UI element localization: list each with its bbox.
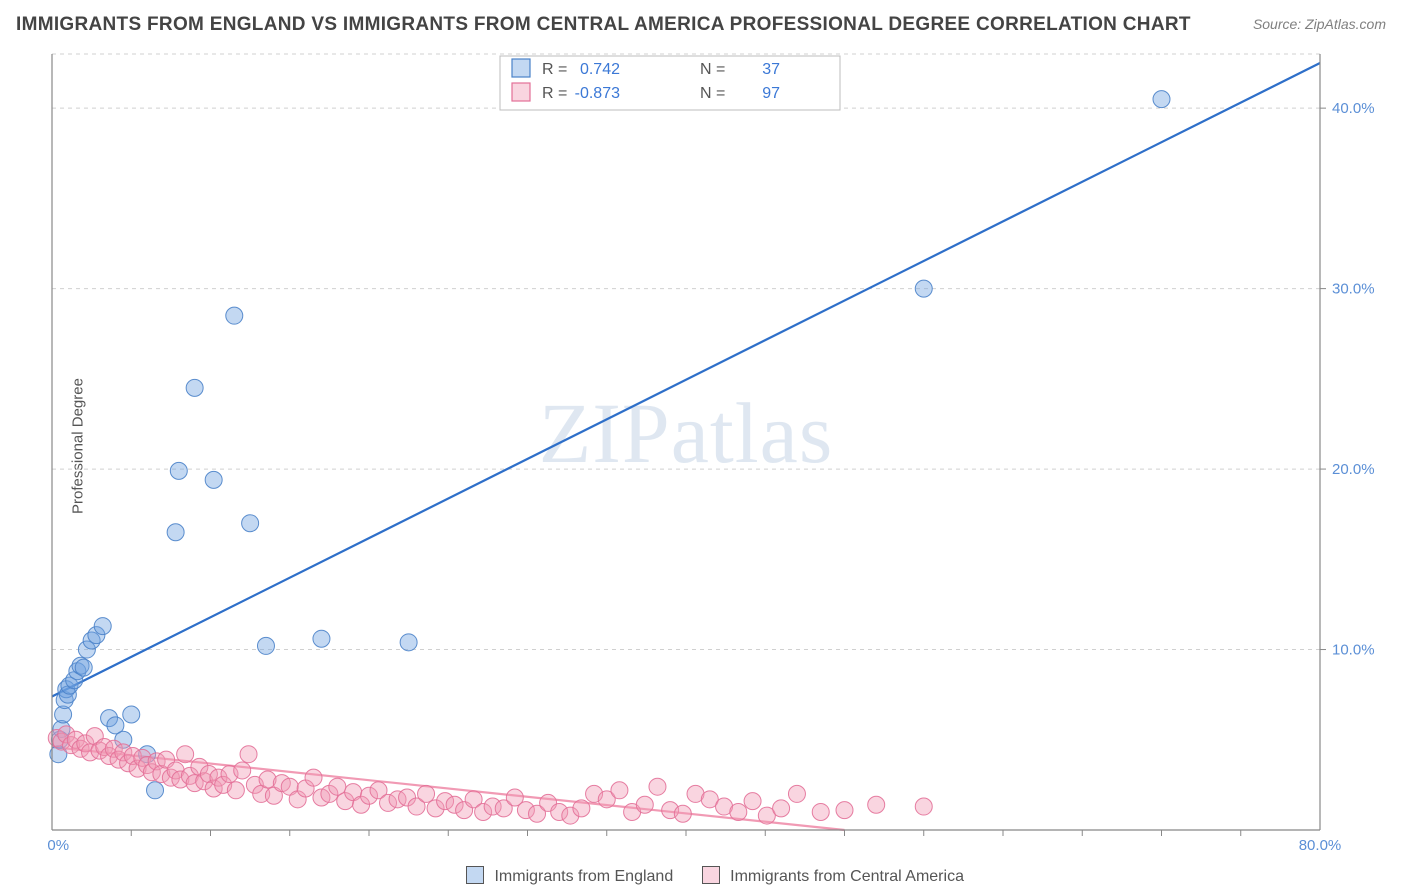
svg-text:N =: N = [700,85,725,102]
svg-text:30.0%: 30.0% [1332,281,1375,298]
svg-text:R =: R = [542,85,567,102]
legend-label-england: Immigrants from England [494,868,673,885]
chart-area: ZIPatlas 0.0% 80.0% 10.0% 20.0% 30.0% 40.0% R =… [46,48,1390,852]
svg-text:-0.873: -0.873 [575,85,620,102]
svg-text:40.0%: 40.0% [1332,100,1375,117]
svg-text:0.0%: 0.0% [46,837,69,852]
svg-text:20.0%: 20.0% [1332,461,1375,478]
scatter-chart: ZIPatlas 0.0% 80.0% 10.0% 20.0% 30.0% 40.0% R =… [46,48,1390,852]
svg-text:80.0%: 80.0% [1299,837,1342,852]
svg-text:0.742: 0.742 [580,61,620,78]
legend-label-central-america: Immigrants from Central America [730,868,964,885]
svg-text:R =: R = [542,61,567,78]
svg-text:10.0%: 10.0% [1332,642,1375,659]
svg-text:ZIPatlas: ZIPatlas [539,385,834,481]
bottom-legend: Immigrants from England Immigrants from … [0,866,1406,886]
legend-swatch-central-america [702,866,720,884]
source-attribution: Source: ZipAtlas.com [1253,16,1386,32]
svg-text:37: 37 [762,61,780,78]
svg-text:97: 97 [762,85,780,102]
svg-text:N =: N = [700,61,725,78]
chart-title: IMMIGRANTS FROM ENGLAND VS IMMIGRANTS FR… [16,14,1191,36]
legend-swatch-england [466,866,484,884]
